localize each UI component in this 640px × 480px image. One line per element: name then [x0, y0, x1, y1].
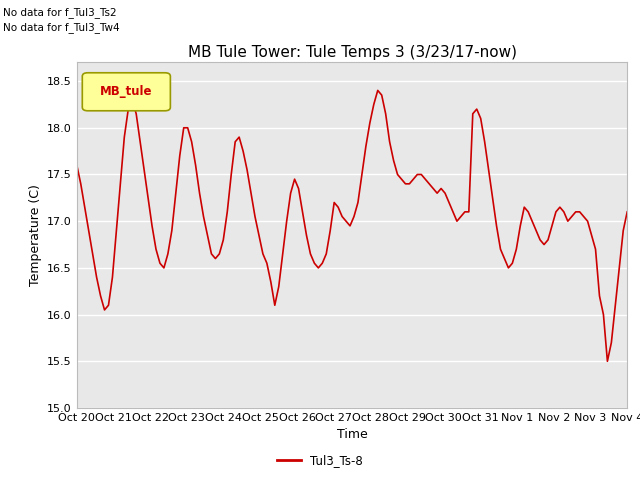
- Legend: Tul3_Ts-8: Tul3_Ts-8: [273, 449, 367, 472]
- Text: MB_tule: MB_tule: [100, 85, 152, 98]
- FancyBboxPatch shape: [83, 73, 170, 111]
- Text: No data for f_Tul3_Tw4: No data for f_Tul3_Tw4: [3, 22, 120, 33]
- Title: MB Tule Tower: Tule Temps 3 (3/23/17-now): MB Tule Tower: Tule Temps 3 (3/23/17-now…: [188, 45, 516, 60]
- Y-axis label: Temperature (C): Temperature (C): [29, 184, 42, 286]
- Text: No data for f_Tul3_Ts2: No data for f_Tul3_Ts2: [3, 7, 117, 18]
- X-axis label: Time: Time: [337, 429, 367, 442]
